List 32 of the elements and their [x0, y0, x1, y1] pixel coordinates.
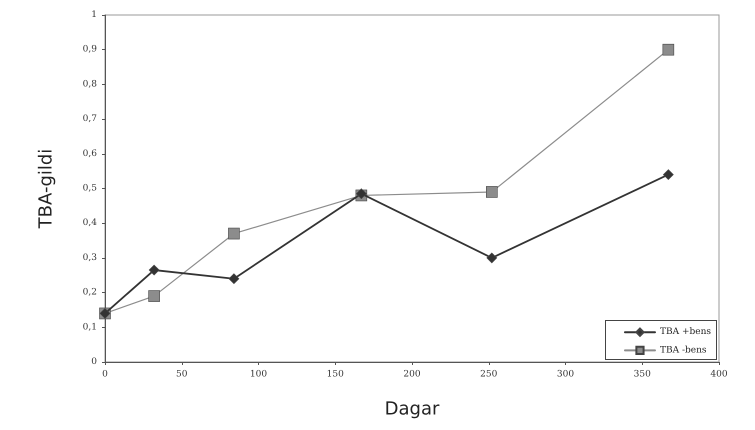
x-tick-label: 200	[403, 370, 421, 380]
point	[228, 228, 240, 240]
point	[486, 252, 498, 264]
x-axis-title: Dagar	[384, 398, 440, 420]
y-tick-label: 0	[91, 357, 98, 367]
x-tick-label: 250	[480, 370, 498, 380]
point	[148, 290, 160, 302]
y-tick-label: 0,8	[82, 79, 98, 90]
x-tick-label: 150	[326, 370, 344, 380]
y-tick-label: 0,3	[82, 252, 98, 263]
y-tick-label: 0,5	[82, 184, 98, 194]
point	[662, 44, 674, 56]
point	[228, 273, 240, 284]
y-tick-label: 0,9	[82, 44, 98, 55]
y-tick-label: 0,6	[82, 148, 98, 159]
x-tick-label: 300	[556, 370, 574, 380]
y-axis-title: TBA-gildi	[36, 148, 56, 230]
point	[663, 169, 674, 180]
x-tick-label: 0	[102, 370, 108, 380]
x-tick-label: 400	[710, 370, 728, 380]
y-tick-label: 0,7	[82, 114, 98, 124]
y-tick-label: 1	[91, 10, 97, 20]
point	[486, 186, 498, 198]
legend-label: TBA -bens	[660, 345, 707, 356]
point	[148, 264, 160, 276]
y-tick-label: 0,1	[82, 322, 97, 332]
x-tick-label: 50	[176, 370, 188, 380]
legend-label: TBA +bens	[660, 327, 712, 338]
x-tick-label: 100	[250, 370, 268, 380]
x-tick-label: 350	[634, 370, 652, 380]
y-tick-label: 0,4	[82, 218, 98, 228]
y-tick-label: 0,2	[82, 288, 97, 298]
